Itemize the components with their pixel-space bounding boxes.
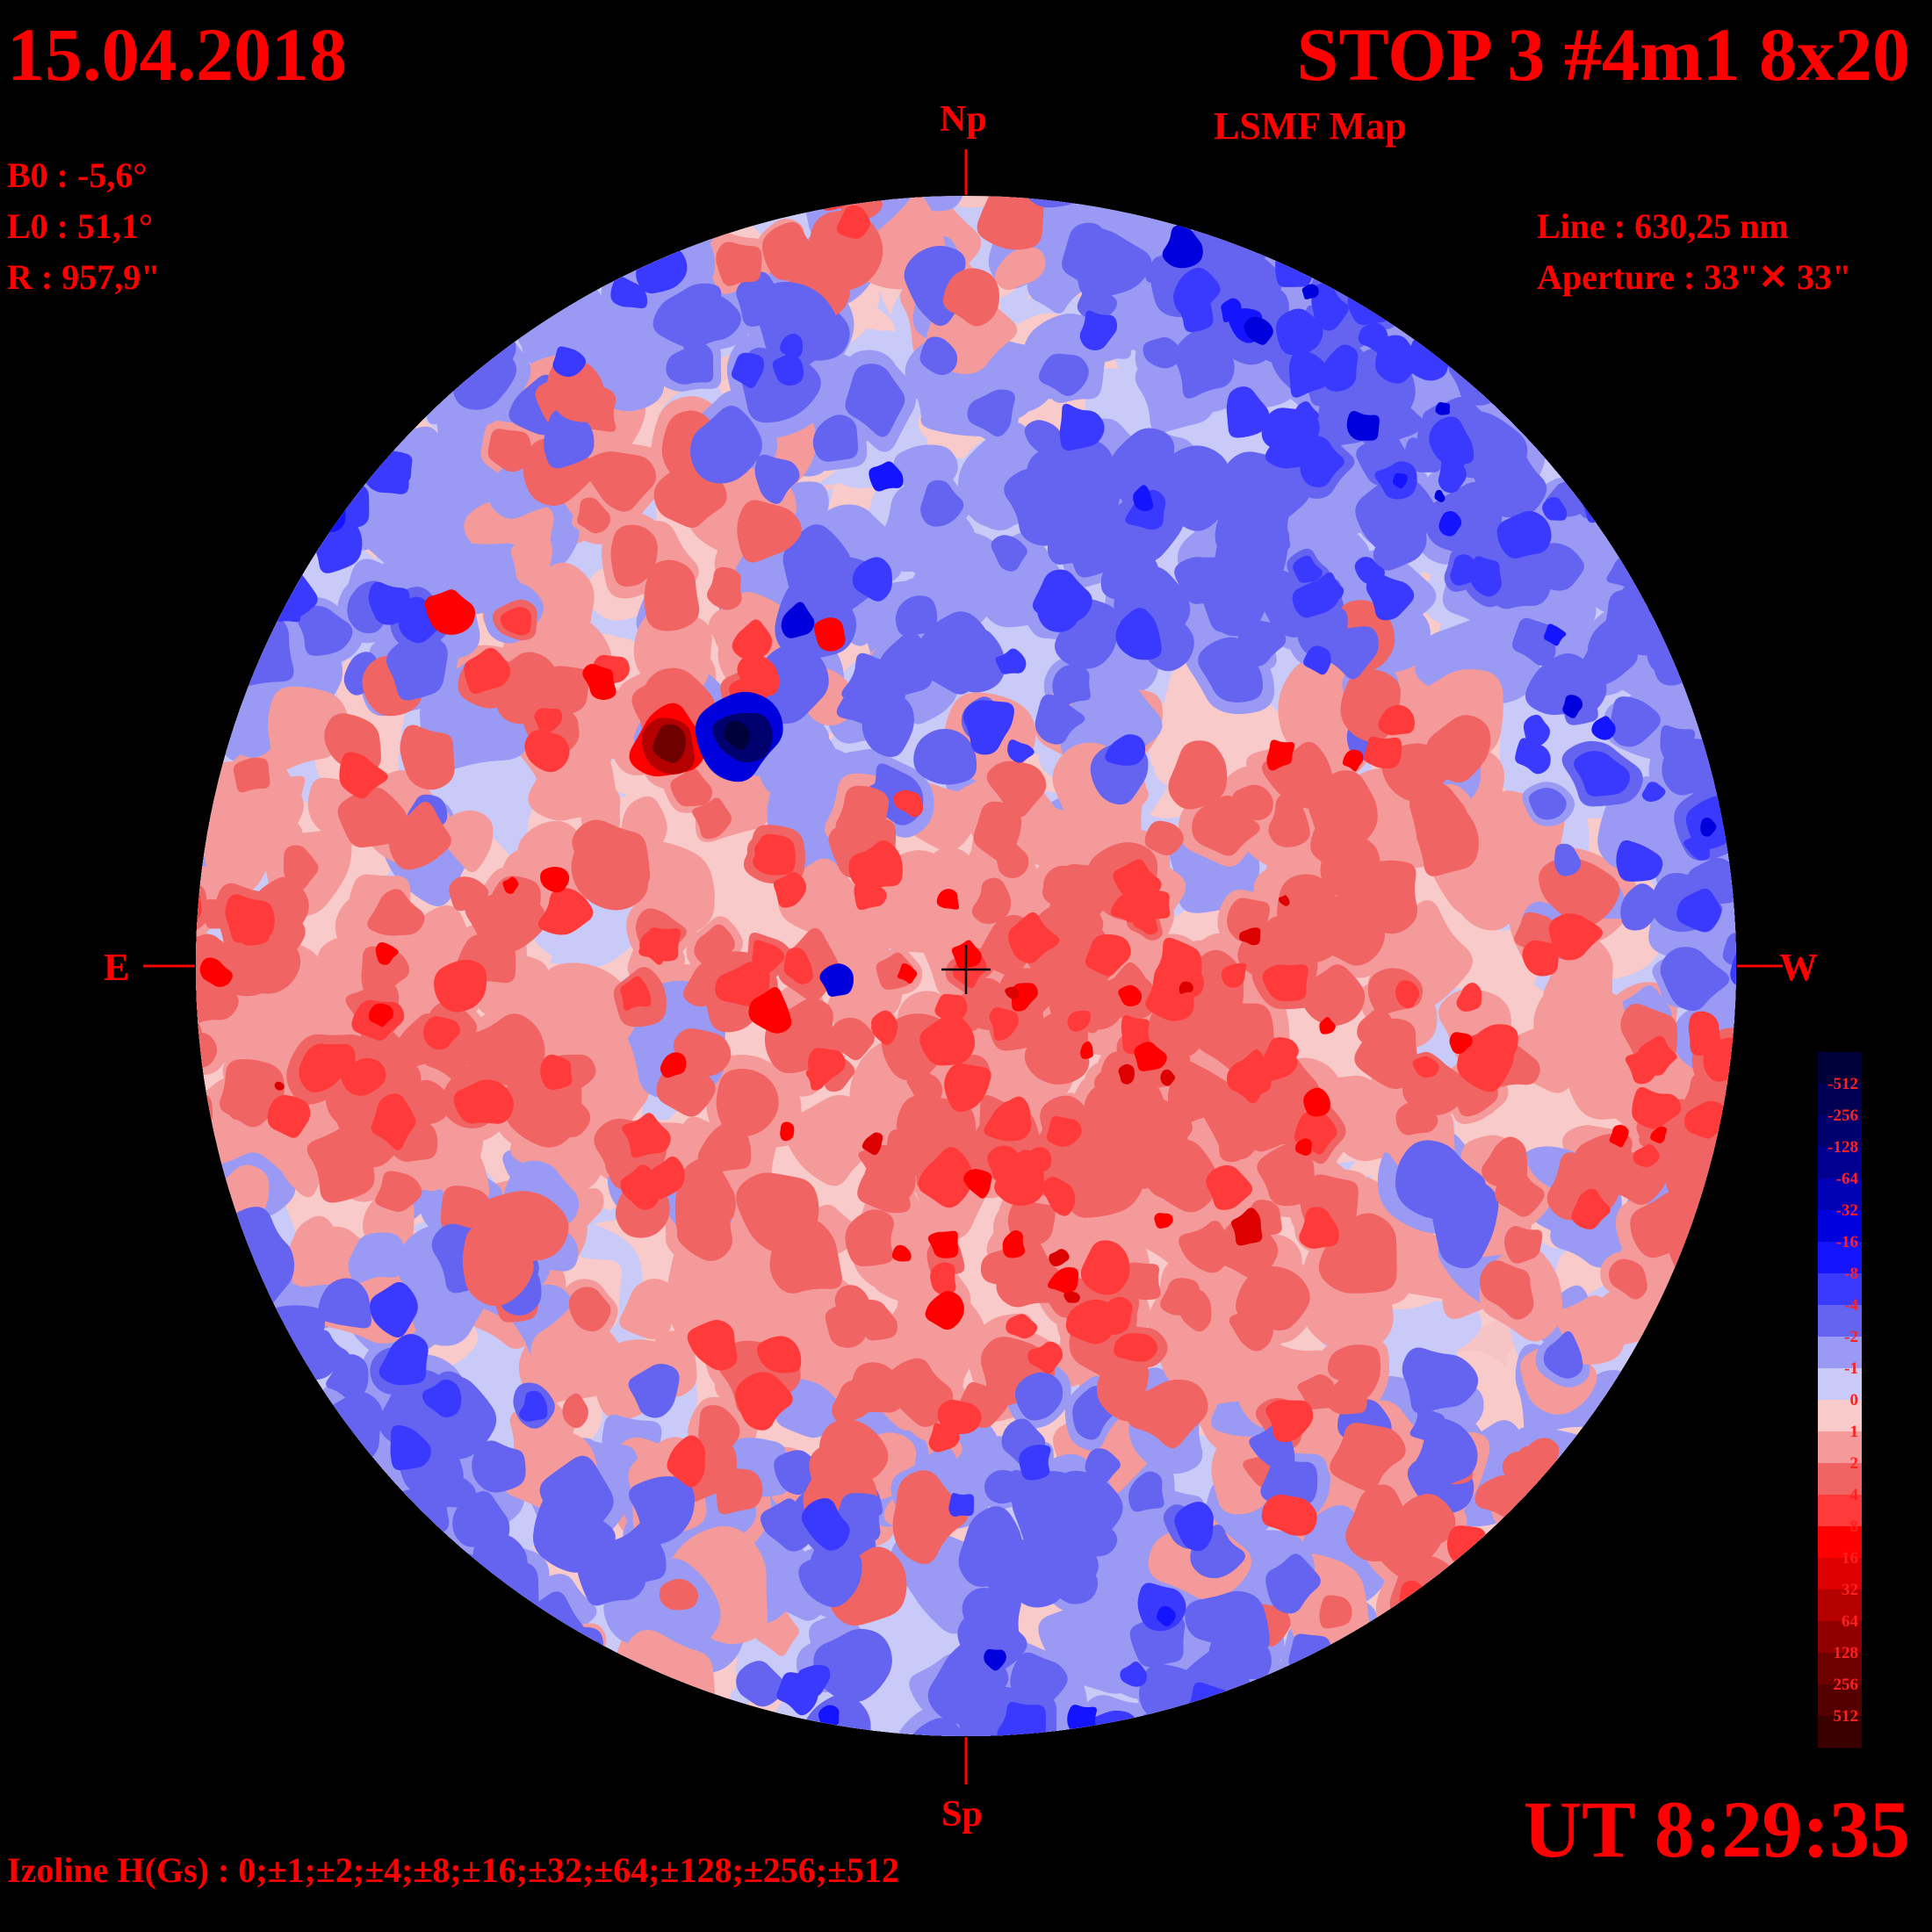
field-patch (644, 559, 700, 631)
field-patches (160, 196, 1736, 1736)
field-patch (1020, 196, 1080, 208)
field-patch (196, 994, 198, 1058)
field-patch (233, 757, 270, 793)
map-title: STOP 3 #4m1 8x20 (1296, 12, 1910, 97)
scale-tick-label: 4 (1850, 1486, 1859, 1504)
date-label: 15.04.2018 (7, 12, 347, 97)
field-patch (1694, 1164, 1736, 1232)
scale-tick-label: 256 (1834, 1676, 1859, 1694)
field-patch (1275, 246, 1313, 288)
map-subtitle: LSMF Map (1214, 105, 1407, 148)
field-patch (1347, 285, 1392, 326)
radius-parameter: R : 957,9" (7, 257, 161, 297)
field-patch (964, 1591, 1021, 1656)
field-patch (948, 1493, 975, 1517)
field-patch (196, 884, 202, 924)
field-patch (196, 1020, 198, 1054)
scale-tick-label: -1 (1844, 1359, 1858, 1378)
north-pole-label: Np (940, 99, 987, 140)
field-patch (1019, 1445, 1051, 1481)
scale-tick-label: 32 (1842, 1581, 1858, 1599)
field-patch (1608, 506, 1622, 520)
field-patch (1435, 401, 1451, 415)
scale-tick-label: 512 (1834, 1707, 1859, 1726)
scale-tick-label: 0 (1850, 1391, 1859, 1409)
field-patch (1138, 1720, 1181, 1736)
field-patch (1114, 1333, 1158, 1362)
izoline-legend: Izoline H(Gs) : 0;±1;±2;±4;±8;±16;±32;±6… (7, 1850, 900, 1890)
field-patch (315, 1391, 383, 1464)
scale-tick-label: -512 (1827, 1075, 1858, 1093)
field-patch (1129, 1713, 1191, 1736)
scale-tick-label: -32 (1836, 1201, 1858, 1220)
scale-tick-label: -128 (1827, 1138, 1858, 1157)
west-label: W (1779, 946, 1818, 989)
field-patch (1433, 1575, 1472, 1612)
field-patch (1067, 1705, 1097, 1736)
l0-parameter: L0 : 51,1° (7, 206, 153, 246)
field-patch (314, 497, 346, 532)
field-patch (1319, 1595, 1352, 1629)
field-patch (196, 1093, 213, 1129)
field-patch (249, 609, 262, 624)
field-patch (1346, 410, 1380, 441)
scale-tick-label: -4 (1844, 1296, 1858, 1315)
field-patch (226, 611, 294, 687)
field-patch (471, 1556, 539, 1631)
field-patch (545, 1626, 604, 1678)
scale-tick-label: 2 (1850, 1454, 1859, 1473)
east-label: E (104, 946, 130, 989)
field-patch (716, 242, 762, 286)
scale-tick-label: -8 (1844, 1265, 1858, 1283)
field-patch (1582, 486, 1620, 523)
scale-tick-label: 8 (1850, 1517, 1859, 1536)
color-scale-bar: -512 -256 -128 -64 -32 -16 -8 -4 -2 -1 0 1 2 4 8 16 32 64… (1818, 1052, 1862, 1748)
south-pole-label: Sp (941, 1794, 983, 1835)
field-patch (160, 1005, 192, 1035)
scale-tick-label: -16 (1836, 1233, 1858, 1251)
field-patch (430, 346, 472, 381)
scale-tick-label: -2 (1844, 1328, 1858, 1346)
scale-tick-label: -256 (1827, 1107, 1858, 1125)
field-patch (1088, 1710, 1142, 1736)
scale-tick-label: 128 (1834, 1644, 1859, 1662)
universal-time-label: UT 8:29:35 (1523, 1784, 1910, 1874)
field-patch (1446, 1525, 1488, 1566)
scale-tick-label: 1 (1850, 1423, 1859, 1441)
field-patch (1332, 260, 1352, 285)
field-patch (1371, 293, 1399, 316)
field-patch (1244, 214, 1280, 257)
spectral-line-label: Line : 630,25 nm (1537, 206, 1789, 246)
scale-tick-label: 64 (1842, 1612, 1859, 1631)
b0-parameter: B0 : -5,6° (7, 155, 148, 195)
field-patch (813, 196, 857, 211)
field-patch (1288, 1633, 1331, 1678)
aperture-label: Aperture : 33"✕ 33" (1537, 257, 1852, 297)
field-patch (1713, 1121, 1736, 1163)
field-patch (1629, 554, 1658, 580)
scale-tick-label: 16 (1842, 1549, 1858, 1568)
field-patch (403, 1524, 422, 1543)
field-patch (196, 1014, 203, 1062)
field-patch (1364, 736, 1402, 769)
field-patch (1730, 944, 1736, 996)
scale-tick-label: -64 (1836, 1170, 1859, 1188)
field-patch (977, 196, 1044, 250)
